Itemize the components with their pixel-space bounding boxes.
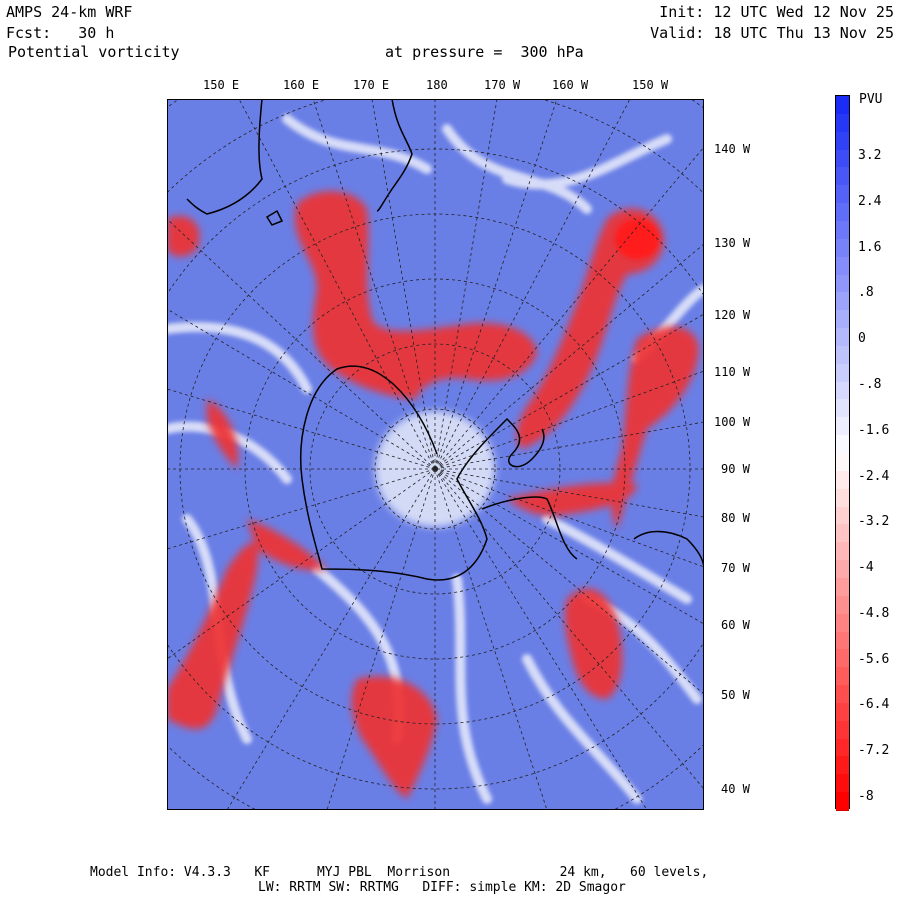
- colorbar-tick-label: 2.4: [858, 193, 882, 209]
- colorbar-swatch: [836, 613, 849, 633]
- graticule: [167, 99, 704, 810]
- init-time: Init: 12 UTC Wed 12 Nov 25: [659, 3, 894, 21]
- colorbar: [835, 95, 850, 812]
- lon-label: 90 W: [721, 462, 750, 476]
- colorbar-swatch: [836, 310, 849, 330]
- colorbar-swatch: [836, 381, 849, 401]
- lon-label: 160 E: [283, 78, 320, 92]
- forecast-hour: Fcst: 30 h: [6, 24, 115, 42]
- colorbar-swatch: [836, 738, 849, 758]
- colorbar-swatch: [836, 203, 849, 223]
- model-info-line1: Model Info: V4.3.3 KF MYJ PBL Morrison 2…: [90, 865, 709, 880]
- colorbar-tick-label: -2.4: [858, 468, 890, 484]
- colorbar-swatch: [836, 542, 849, 562]
- colorbar-swatch: [836, 328, 849, 348]
- colorbar-swatch: [836, 685, 849, 705]
- colorbar-swatch: [836, 595, 849, 616]
- colorbar-swatch: [836, 470, 849, 491]
- colorbar-swatch: [836, 345, 849, 366]
- colorbar-swatch: [836, 435, 849, 455]
- colorbar-swatch: [836, 238, 849, 259]
- lon-label: 160 W: [552, 78, 589, 92]
- pressure-level: at pressure = 300 hPa: [385, 43, 584, 61]
- colorbar-tick-label: 0: [858, 331, 866, 347]
- map-frame: [167, 99, 704, 810]
- lon-label: 170 W: [484, 78, 521, 92]
- colorbar-swatch: [836, 131, 849, 152]
- colorbar-swatch: [836, 274, 849, 294]
- lon-label: 60 W: [721, 618, 750, 632]
- colorbar-swatch: [836, 453, 849, 473]
- lon-label: 150 W: [632, 78, 669, 92]
- lon-label: 180: [426, 78, 448, 92]
- colorbar-tick-label: .8: [858, 285, 874, 301]
- colorbar-swatch: [836, 220, 849, 241]
- colorbar-swatch: [836, 96, 849, 116]
- colorbar-swatch: [836, 363, 849, 384]
- colorbar-tick-label: -5.6: [858, 651, 890, 667]
- lon-label: 140 W: [714, 142, 751, 156]
- colorbar-tick-label: -4.8: [858, 605, 890, 621]
- potential-vorticity-map: [167, 99, 704, 810]
- model-info-line2: LW: RRTM SW: RRTMG DIFF: simple KM: 2D S…: [258, 880, 626, 895]
- colorbar-tick-label: -1.6: [858, 422, 890, 438]
- colorbar-swatch: [836, 524, 849, 544]
- model-title: AMPS 24-km WRF: [6, 3, 133, 21]
- colorbar-swatch: [836, 577, 849, 598]
- lon-label: 80 W: [721, 511, 750, 525]
- colorbar-swatch: [836, 185, 849, 205]
- colorbar-tick-label: -6.4: [858, 697, 890, 713]
- valid-time: Valid: 18 UTC Thu 13 Nov 25: [650, 24, 894, 42]
- colorbar-tick-label: -8: [858, 789, 874, 804]
- coastlines: [186, 99, 704, 581]
- colorbar-swatch: [836, 149, 849, 169]
- colorbar-swatch: [836, 399, 849, 419]
- colorbar-swatch: [836, 417, 849, 437]
- colorbar-swatch: [836, 720, 849, 741]
- lon-label: 130 W: [714, 236, 751, 250]
- lon-label: 100 W: [714, 415, 751, 429]
- pv-negative-features: [167, 191, 699, 799]
- colorbar-swatch: [836, 113, 849, 134]
- field-name: Potential vorticity: [8, 43, 180, 61]
- colorbar-swatch: [836, 631, 849, 651]
- colorbar-tick-label: -3.2: [858, 514, 890, 530]
- colorbar-swatch: [836, 649, 849, 669]
- pv-minimum-cell: [615, 219, 659, 259]
- colorbar-swatch: [836, 756, 849, 776]
- lon-label: 120 W: [714, 308, 751, 322]
- colorbar-unit: PVU: [859, 92, 883, 107]
- colorbar-tick-label: 3.2: [858, 148, 882, 163]
- colorbar-swatch: [836, 774, 849, 794]
- colorbar-swatch: [836, 560, 849, 580]
- colorbar-tick-label: -.8: [858, 376, 882, 392]
- lon-label: 70 W: [721, 561, 750, 575]
- colorbar-swatch: [836, 702, 849, 723]
- colorbar-tick-label: -7.2: [858, 743, 890, 759]
- colorbar-swatch: [836, 488, 849, 509]
- lon-label: 110 W: [714, 365, 751, 379]
- lon-label: 150 E: [203, 78, 240, 92]
- lon-label: 170 E: [353, 78, 390, 92]
- lon-label: 50 W: [721, 688, 750, 702]
- lon-label: 40 W: [721, 782, 750, 796]
- colorbar-swatch: [836, 667, 849, 687]
- colorbar-swatch: [836, 167, 849, 187]
- colorbar-swatch: [836, 792, 849, 812]
- colorbar-tick-label: -4: [858, 560, 874, 576]
- colorbar-swatch: [836, 256, 849, 276]
- colorbar-swatch: [836, 292, 849, 312]
- colorbar-tick-label: 1.6: [858, 239, 882, 255]
- colorbar-swatch: [836, 506, 849, 526]
